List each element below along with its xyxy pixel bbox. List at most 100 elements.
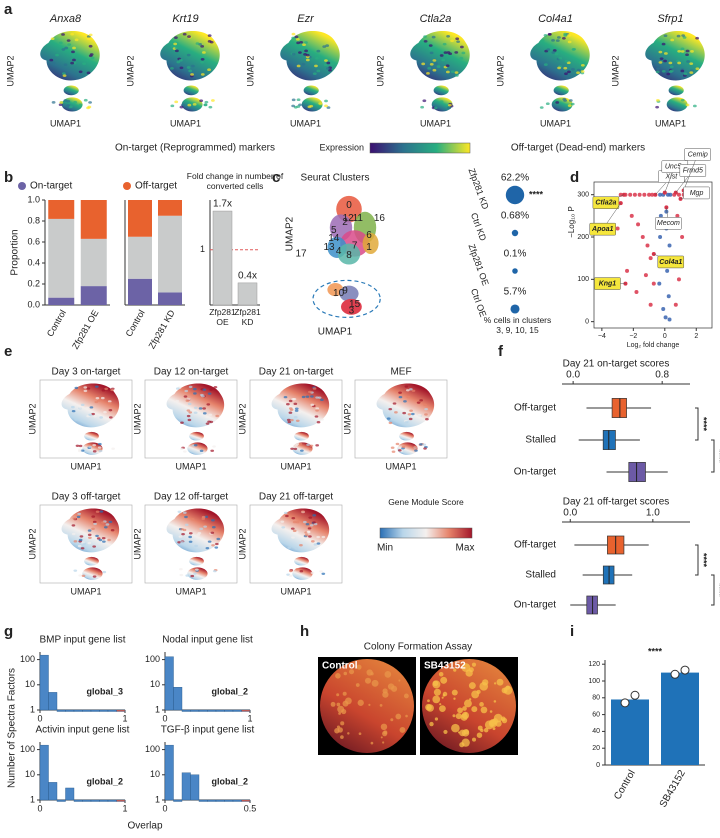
- umap-texture: [202, 412, 207, 415]
- x-tick-label: Control: [124, 308, 147, 338]
- chart-title-box: Fold change in number of converted cells: [187, 172, 283, 191]
- umap-texture: [388, 421, 393, 425]
- histogram-bar: [82, 709, 92, 712]
- umap-texture: [177, 541, 181, 544]
- umap-texture: [188, 385, 193, 389]
- umap-texture: [326, 106, 331, 109]
- histogram-bar: [56, 709, 66, 712]
- umap-texture: [406, 395, 411, 399]
- x-tick-label: 0: [162, 803, 167, 813]
- colony: [342, 700, 349, 707]
- x-axis-label: UMAP1: [280, 586, 311, 596]
- umap-texture: [73, 540, 78, 543]
- x-tick-label: 0.5: [244, 803, 257, 813]
- y-axis-label: UMAP2: [125, 55, 135, 86]
- umap-texture: [311, 540, 315, 543]
- umap-texture: [207, 392, 212, 395]
- umap-texture: [179, 66, 184, 70]
- colony: [468, 667, 474, 673]
- colony: [460, 713, 468, 721]
- point: [663, 315, 668, 320]
- histogram-bar: [181, 772, 191, 801]
- umap-texture: [204, 100, 209, 104]
- umap-texture: [55, 53, 59, 57]
- umap-texture: [174, 46, 179, 50]
- umap-texture: [390, 446, 395, 449]
- umap-texture: [192, 103, 197, 106]
- umap-texture: [655, 105, 660, 109]
- umap-texture: [316, 69, 321, 73]
- umap-texture: [291, 104, 296, 108]
- y-axis-label: UMAP2: [342, 403, 352, 434]
- gene-label-box: [655, 217, 682, 230]
- umap-texture: [110, 529, 115, 532]
- y-axis-label: UMAP2: [132, 403, 142, 434]
- cluster-label: 12: [343, 213, 355, 224]
- umap-texture: [296, 64, 301, 68]
- legend-label: Off-target: [135, 181, 177, 192]
- umap-texture: [677, 49, 682, 53]
- histogram-bar: [39, 654, 49, 711]
- point: [667, 317, 672, 322]
- y-tick-label: 0.4: [27, 257, 40, 267]
- cluster-label: 13: [323, 242, 335, 253]
- umap-cluster: [551, 97, 573, 112]
- umap-texture: [680, 69, 685, 73]
- dish: [320, 659, 414, 753]
- umap-texture: [404, 420, 409, 424]
- gene-label: Mecom: [657, 220, 680, 227]
- colony: [335, 673, 341, 679]
- y-tick-label: 1: [30, 794, 35, 804]
- panel-label: e: [4, 343, 12, 360]
- umap-texture: [198, 407, 203, 410]
- umap-texture: [203, 525, 208, 528]
- umap-texture: [93, 522, 97, 526]
- x-tick-label: Zfp281 KD: [147, 308, 177, 351]
- umap-cells: [61, 383, 120, 455]
- umap-texture: [318, 102, 323, 105]
- umap-cells: [160, 30, 220, 112]
- umap-texture: [86, 106, 90, 110]
- panel-label: b: [4, 169, 13, 186]
- colony: [471, 690, 480, 699]
- umap-texture: [429, 51, 434, 55]
- umap-texture: [66, 99, 71, 103]
- histogram-bar: [65, 709, 75, 712]
- umap-title: Col4a1: [538, 13, 573, 25]
- umap-texture: [661, 42, 666, 46]
- colony: [334, 728, 340, 734]
- umap-texture: [100, 396, 105, 400]
- umap-title: Day 12 off-target: [154, 492, 229, 503]
- point: [634, 290, 639, 295]
- umap-texture: [299, 40, 304, 44]
- umap-texture: [71, 50, 75, 54]
- umap-texture: [83, 389, 88, 393]
- umap-texture: [450, 70, 455, 73]
- umap-texture: [90, 56, 95, 60]
- y-tick-label: 1: [155, 794, 160, 804]
- umap-title: Day 12 on-target: [154, 367, 229, 378]
- umap-texture: [102, 570, 107, 574]
- colony: [399, 727, 406, 733]
- gene-label: Kng1: [599, 280, 617, 287]
- umap-texture: [101, 537, 106, 540]
- umap-texture: [294, 409, 299, 412]
- umap-texture: [179, 567, 183, 571]
- colony: [379, 704, 383, 707]
- umap-texture: [294, 547, 299, 550]
- bar-segment: [80, 200, 107, 239]
- category-label: On-target: [514, 467, 556, 478]
- umap-cluster: [339, 285, 359, 302]
- y-axis-label: UMAP2: [237, 528, 247, 559]
- category-label: On-target: [514, 600, 556, 611]
- histogram-bar: [82, 799, 92, 802]
- umap-texture: [207, 420, 211, 423]
- umap-texture: [543, 63, 548, 66]
- histogram-bar: [232, 709, 242, 712]
- colony: [433, 688, 441, 696]
- colony: [464, 699, 472, 708]
- umap-texture: [304, 41, 308, 44]
- umap-texture: [74, 38, 79, 42]
- umap-texture: [178, 535, 183, 538]
- umap-texture: [193, 572, 197, 575]
